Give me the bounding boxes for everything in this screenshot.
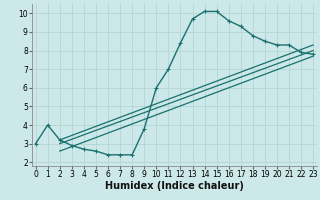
X-axis label: Humidex (Indice chaleur): Humidex (Indice chaleur)	[105, 181, 244, 191]
